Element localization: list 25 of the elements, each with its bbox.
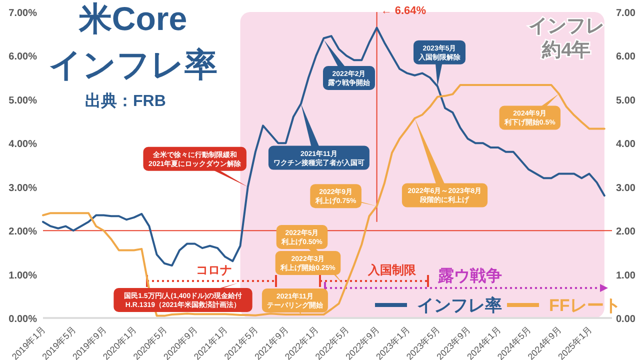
y-tick-label: 2.00% [8,226,38,238]
y2-tick-label: 4.00 [616,139,636,150]
annotation: 入国制限 [368,263,416,277]
y-tick-label: 4.00% [8,139,38,150]
y2-tick-label: 5.00 [616,95,636,106]
y-tick-label: 1.00% [8,270,38,282]
y-tick-label: 0.00% [8,314,38,325]
y2-tick-label: 7.00 [616,8,636,19]
y-tick-label: 5.00% [8,95,38,106]
y-tick-label: 7.00% [8,8,38,19]
text: 出典：FRB [85,92,166,110]
y2-tick-label: 2.00 [616,226,636,238]
y-tick-label: 3.00% [8,182,38,194]
annotation: コロナ [196,263,232,277]
y2-tick-label: 0.00 [616,314,636,325]
y-tick-label: 6.00% [8,52,38,63]
y2-tick-label: 1.00 [616,270,636,282]
annotation: 露ウ戦争 [438,268,502,285]
legend-label: FFレート [549,296,621,315]
legend-label: インフレ率 [417,296,502,315]
y2-tick-label: 3.00 [616,182,636,194]
y2-tick-label: 6.00 [616,52,636,63]
chart-title: 米Core インフレ率 [48,0,218,83]
ref-line-label: ← 6.64% [380,5,426,17]
band-label: インフレ約4年 [528,16,604,61]
